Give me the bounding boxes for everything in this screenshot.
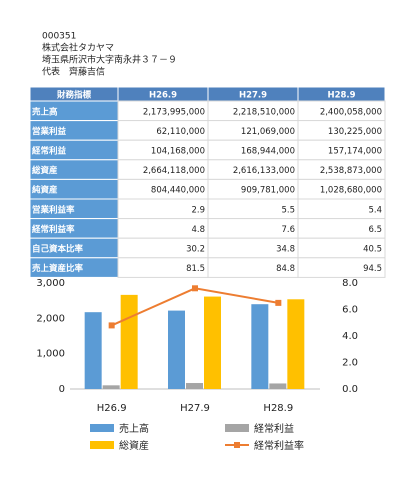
cell-value: 168,944,000 (241, 147, 295, 157)
cell-value: 40.5 (363, 245, 382, 255)
y2-tick-label: 2.0 (342, 358, 358, 369)
cell-value: 2,616,133,000 (233, 166, 295, 176)
row-label: 売上資産比率 (31, 263, 84, 274)
y-tick-label: 3,000 (36, 278, 65, 289)
x-tick-label: H28.9 (263, 403, 293, 414)
header-text: H26.9 (149, 91, 177, 101)
representative: 代表 齊藤吉信 (42, 66, 105, 78)
cell-value: 1,028,680,000 (320, 186, 382, 196)
legend-label: 経常利益率 (254, 439, 304, 452)
cell-value: 5.4 (368, 205, 382, 215)
marker (192, 285, 198, 292)
y-tick-label: 1,000 (36, 349, 65, 360)
cell-value: 62,110,000 (156, 127, 205, 137)
legend-label: 売上高 (119, 422, 149, 435)
cell-value: 157,174,000 (328, 147, 382, 157)
y-tick-label: 2,000 (36, 313, 65, 324)
cell-value: 84.8 (276, 264, 295, 274)
bar (168, 310, 185, 389)
row-label: 純資産 (32, 185, 58, 196)
bar (186, 383, 203, 389)
cell-value: 6.5 (368, 225, 382, 235)
cell-value: 121,069,000 (241, 127, 295, 137)
cell-value: 2,664,118,000 (143, 166, 205, 176)
bar (269, 383, 287, 389)
cell-value: 2,538,873,000 (320, 166, 382, 176)
bar (84, 312, 102, 389)
row-label: 経常利益 (32, 146, 67, 157)
marker (108, 322, 115, 329)
legend-swatch (225, 424, 249, 432)
address: 埼玉県所沢市大字南永井３７－９ (42, 54, 177, 66)
row-label: 総資産 (32, 165, 58, 176)
row-label: 経常利益率 (32, 224, 75, 235)
row-label: 営業利益 (32, 126, 67, 137)
legend-label: 経常利益 (254, 422, 294, 435)
cell-value: 4.8 (191, 225, 205, 235)
cell-value: 5.5 (281, 205, 295, 215)
row-label: 売上高 (31, 106, 58, 117)
cell-value: 30.2 (186, 245, 205, 255)
y2-tick-label: 0.0 (342, 384, 358, 395)
code: 000351 (42, 32, 76, 42)
bar (287, 299, 305, 389)
y-tick-label: 0 (59, 384, 65, 395)
cell-value: 34.8 (276, 245, 295, 255)
cell-bg (297, 257, 386, 278)
cell-value: 81.5 (186, 264, 205, 274)
header-text: 財務指標 (56, 90, 92, 101)
cell-value: 804,440,000 (151, 186, 205, 196)
bar (251, 304, 269, 389)
cell-value: 130,225,000 (328, 127, 382, 137)
row-label: 営業利益率 (32, 204, 75, 215)
marker (275, 299, 282, 306)
company: 株式会社タカヤマ (42, 42, 114, 54)
x-tick-label: H27.9 (180, 403, 210, 414)
legend-swatch (90, 441, 114, 449)
cell-value: 2,218,510,000 (233, 107, 295, 117)
header-text: H27.9 (239, 91, 267, 101)
cell-value: 7.6 (281, 225, 295, 235)
row-label: 自己資本比率 (32, 244, 84, 255)
cell-value: 2.9 (191, 205, 205, 215)
cell-value: 94.5 (363, 264, 382, 274)
y2-tick-label: 6.0 (342, 305, 358, 316)
y2-tick-label: 8.0 (342, 278, 358, 289)
legend-label: 総資産 (119, 439, 149, 452)
cell-value: 2,173,995,000 (143, 107, 205, 117)
bar (102, 385, 120, 389)
legend-swatch (90, 424, 114, 432)
header-text: H28.9 (327, 91, 355, 101)
y2-tick-label: 4.0 (342, 331, 358, 342)
legend-swatch (234, 442, 240, 448)
cell-value: 104,168,000 (151, 147, 205, 157)
bar (120, 294, 138, 389)
bar (204, 296, 221, 389)
cell-value: 909,781,000 (241, 186, 295, 196)
cell-value: 2,400,058,000 (320, 107, 382, 117)
x-tick-label: H26.9 (97, 403, 127, 414)
